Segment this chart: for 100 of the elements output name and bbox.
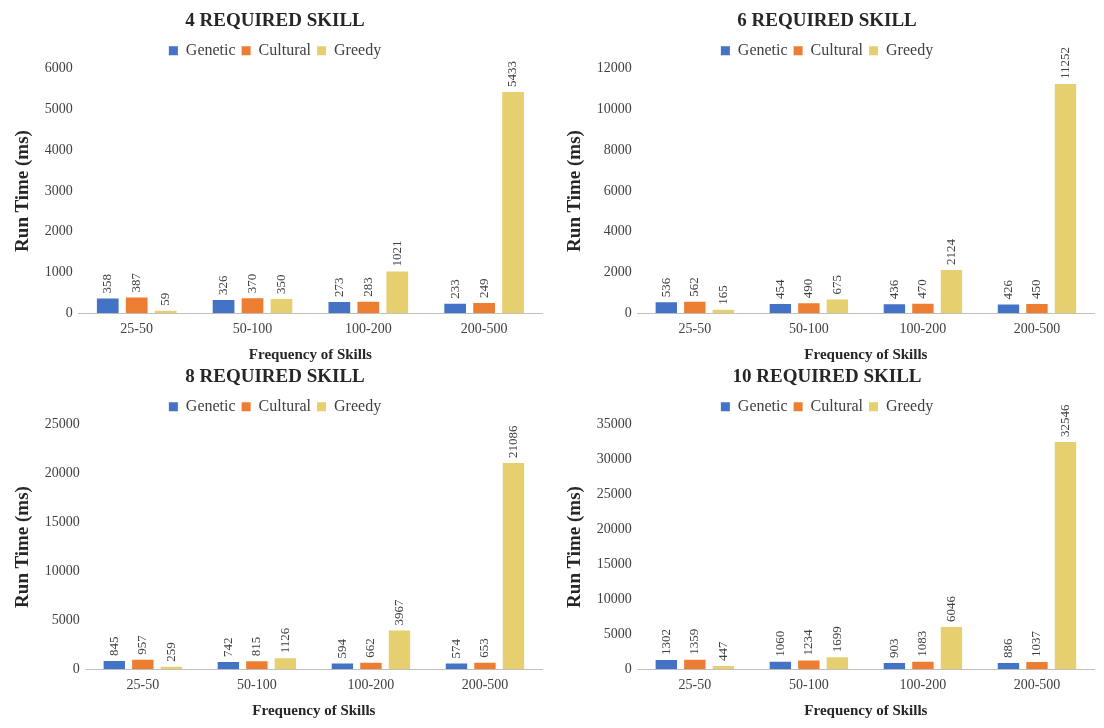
legend-label: Greedy — [886, 41, 934, 59]
chart-title: 10 REQUIRED SKILL — [732, 365, 922, 387]
bar — [912, 303, 934, 314]
bar — [241, 298, 264, 314]
data-label: 1699 — [828, 626, 844, 653]
data-label: 233 — [446, 279, 462, 299]
bar — [270, 298, 293, 314]
data-label: 1060 — [771, 630, 787, 657]
bar — [997, 663, 1020, 670]
data-label: 32546 — [1056, 403, 1072, 437]
y-tick-label: 0 — [624, 304, 632, 320]
data-label: 490 — [800, 278, 816, 299]
y-tick-label: 4000 — [44, 141, 73, 157]
bar — [883, 662, 906, 670]
y-axis-title: Run Time (ms) — [563, 486, 586, 608]
bar — [473, 303, 495, 314]
data-label: 1021 — [388, 240, 404, 267]
data-label: 845 — [105, 636, 121, 656]
data-label: 2124 — [942, 238, 958, 265]
data-label: 387 — [128, 272, 144, 293]
bar — [769, 303, 792, 314]
legend-label: Greedy — [334, 397, 382, 415]
bar — [388, 630, 411, 670]
x-tick-label: 25-50 — [120, 321, 154, 337]
data-label: 1234 — [800, 629, 816, 656]
bar — [798, 660, 820, 670]
data-label: 165 — [714, 285, 730, 305]
bar — [274, 658, 297, 670]
data-label: 11252 — [1056, 47, 1072, 80]
bar — [912, 661, 934, 670]
legend-label: Cultural — [258, 397, 312, 414]
bar — [798, 303, 820, 314]
data-label: 742 — [219, 637, 235, 657]
bar — [360, 662, 382, 670]
y-tick-label: 30000 — [596, 451, 632, 467]
bar — [655, 660, 678, 670]
legend-label: Genetic — [185, 397, 236, 414]
legend-label: Cultural — [810, 41, 864, 58]
x-tick-label: 200-500 — [1013, 321, 1061, 337]
y-tick-label: 10000 — [44, 563, 80, 579]
legend-label: Greedy — [334, 41, 382, 59]
bar — [684, 659, 706, 670]
data-label: 470 — [914, 279, 930, 299]
x-tick-label: 200-500 — [461, 677, 509, 693]
legend-label: Cultural — [258, 41, 312, 58]
bar — [502, 463, 525, 670]
y-tick-label: 6000 — [603, 182, 632, 198]
bar — [769, 661, 792, 670]
y-tick-label: 25000 — [596, 486, 632, 502]
y-tick-label: 2000 — [603, 264, 632, 280]
bar — [883, 304, 906, 314]
y-tick-label: 10000 — [596, 591, 632, 607]
y-tick-label: 15000 — [596, 556, 632, 572]
data-label: 1083 — [914, 630, 930, 657]
bar — [502, 91, 524, 314]
legend-label: Genetic — [185, 41, 236, 58]
x-axis-title: Frequency of Skills — [252, 701, 376, 718]
data-label: 6046 — [942, 595, 958, 622]
data-label: 249 — [475, 278, 491, 299]
legend-label: Genetic — [737, 41, 788, 58]
data-label: 436 — [885, 279, 901, 300]
y-tick-label: 5000 — [603, 625, 632, 641]
bar — [328, 302, 351, 314]
bar — [826, 299, 849, 314]
data-label: 3967 — [390, 598, 406, 626]
data-label: 21086 — [504, 425, 520, 459]
bar — [940, 269, 963, 314]
x-tick-label: 200-500 — [460, 321, 508, 337]
data-label: 370 — [243, 273, 259, 294]
bar — [655, 302, 678, 314]
data-label: 1359 — [686, 628, 702, 655]
y-tick-label: 12000 — [596, 60, 632, 76]
chart-title: 6 REQUIRED SKILL — [737, 9, 917, 31]
x-tick-label: 200-500 — [1013, 677, 1061, 693]
y-tick-label: 0 — [624, 660, 632, 676]
data-label: 326 — [214, 274, 230, 295]
data-label: 358 — [99, 274, 115, 294]
data-label: 273 — [330, 277, 346, 298]
data-label: 562 — [686, 277, 702, 297]
bar — [246, 661, 268, 670]
bar — [444, 303, 467, 314]
y-tick-label: 15000 — [44, 514, 80, 530]
data-label: 1037 — [1028, 630, 1044, 657]
data-label: 454 — [771, 278, 787, 299]
x-tick-label: 50-100 — [232, 321, 273, 337]
y-tick-label: 3000 — [44, 182, 73, 198]
bar — [997, 304, 1020, 314]
bar — [386, 271, 409, 314]
bar — [712, 666, 735, 670]
bar — [826, 657, 849, 670]
data-label: 653 — [476, 638, 492, 658]
x-tick-label: 50-100 — [789, 677, 829, 693]
data-label: 1126 — [276, 627, 292, 654]
y-tick-label: 5000 — [51, 611, 80, 627]
bar — [684, 301, 706, 314]
y-tick-label: 8000 — [603, 141, 632, 157]
y-axis-title: Run Time (ms) — [11, 486, 34, 608]
x-tick-label: 100-200 — [899, 321, 947, 337]
y-tick-label: 35000 — [596, 416, 632, 432]
data-label: 594 — [333, 638, 349, 659]
